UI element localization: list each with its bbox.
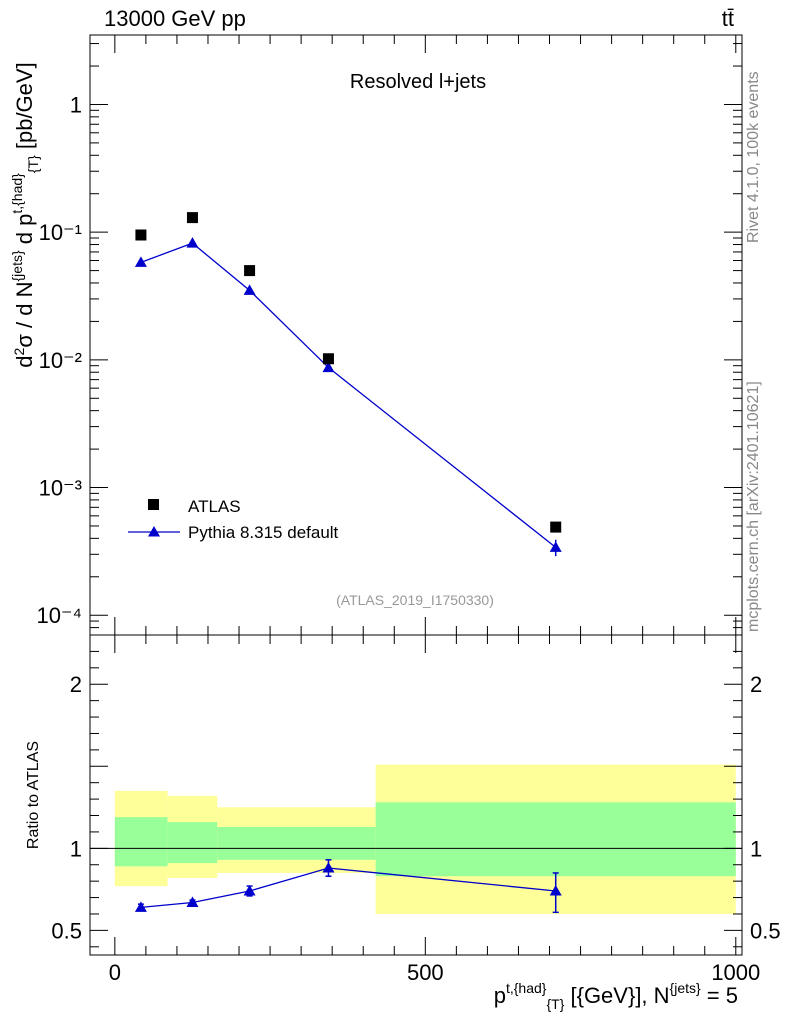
atlas-point: [244, 265, 256, 277]
ratio-plot-frame: [89, 634, 743, 956]
energy-label: 13000 GeV pp: [104, 6, 246, 31]
y-tick-label: 10⁻¹: [39, 220, 82, 245]
analysis-watermark: (ATLAS_2019_I1750330): [336, 592, 494, 608]
ratio-y-tick-label-right: 0.5: [750, 918, 781, 943]
ratio-y-tick-label-left: 2: [70, 672, 82, 697]
ratio-point: [243, 885, 256, 896]
ratio-point: [549, 885, 562, 896]
legend-pythia-marker: [148, 526, 160, 537]
legend-pythia-label: Pythia 8.315 default: [188, 523, 339, 542]
ratio-point: [186, 896, 199, 907]
y-axis-label: d2σ / d N{jets} d pt,{had}{T} [pb/GeV]: [9, 62, 41, 367]
legend-atlas-label: ATLAS: [188, 497, 241, 516]
legend-atlas-marker: [148, 499, 159, 510]
y-tick-label: 10⁻²: [39, 348, 82, 373]
y-tick-label: 10⁻³: [39, 476, 82, 501]
plot-title: Resolved l+jets: [350, 71, 486, 93]
x-tick-label: 500: [407, 960, 444, 985]
pythia-point: [186, 237, 199, 248]
atlas-point: [550, 521, 562, 533]
process-label: tt̄: [721, 6, 734, 31]
pythia-point: [549, 541, 562, 552]
atlas-point: [322, 353, 334, 365]
uncertainty-band-green: [217, 827, 376, 860]
uncertainty-band-green: [114, 817, 168, 867]
ratio-plot: 0 500 1000 0.5 0.5 1 1 2 2 Ratio to ATLAS pt,{had}…: [25, 634, 781, 1012]
uncertainty-band-green: [375, 802, 736, 877]
ratio-y-tick-label-right: 1: [750, 836, 762, 861]
x-tick-label: 0: [109, 960, 121, 985]
mcplots-label: mcplots.cern.ch [arXiv:2401.10621]: [745, 381, 762, 632]
ratio-y-tick-label-left: 0.5: [51, 918, 82, 943]
atlas-point: [135, 229, 147, 241]
rivet-version-label: Rivet 4.1.0, 100k events: [745, 71, 762, 243]
uncertainty-band-green: [167, 822, 218, 864]
atlas-point: [186, 212, 198, 224]
y-tick-label: 10⁻⁴: [36, 603, 82, 628]
y-tick-label: 1: [70, 92, 82, 117]
pythia-point: [243, 284, 256, 295]
ratio-y-axis-label: Ratio to ATLAS: [25, 741, 42, 849]
main-plot-frame: [89, 34, 743, 636]
pythia-point: [322, 361, 335, 373]
x-tick-label: 1000: [711, 960, 760, 985]
main-plot: 1 10⁻¹ 10⁻² 10⁻³ 10⁻⁴ Resolved l+jets (ATLAS_2…: [9, 34, 743, 636]
ratio-y-tick-label-right: 2: [750, 672, 762, 697]
ratio-point: [322, 862, 335, 873]
pythia-point: [134, 256, 147, 267]
x-axis-label: pt,{had}{T} [{GeV}], N{jets} = 5: [494, 980, 738, 1012]
ratio-y-tick-label-left: 1: [70, 836, 82, 861]
ratio-point: [134, 901, 147, 912]
